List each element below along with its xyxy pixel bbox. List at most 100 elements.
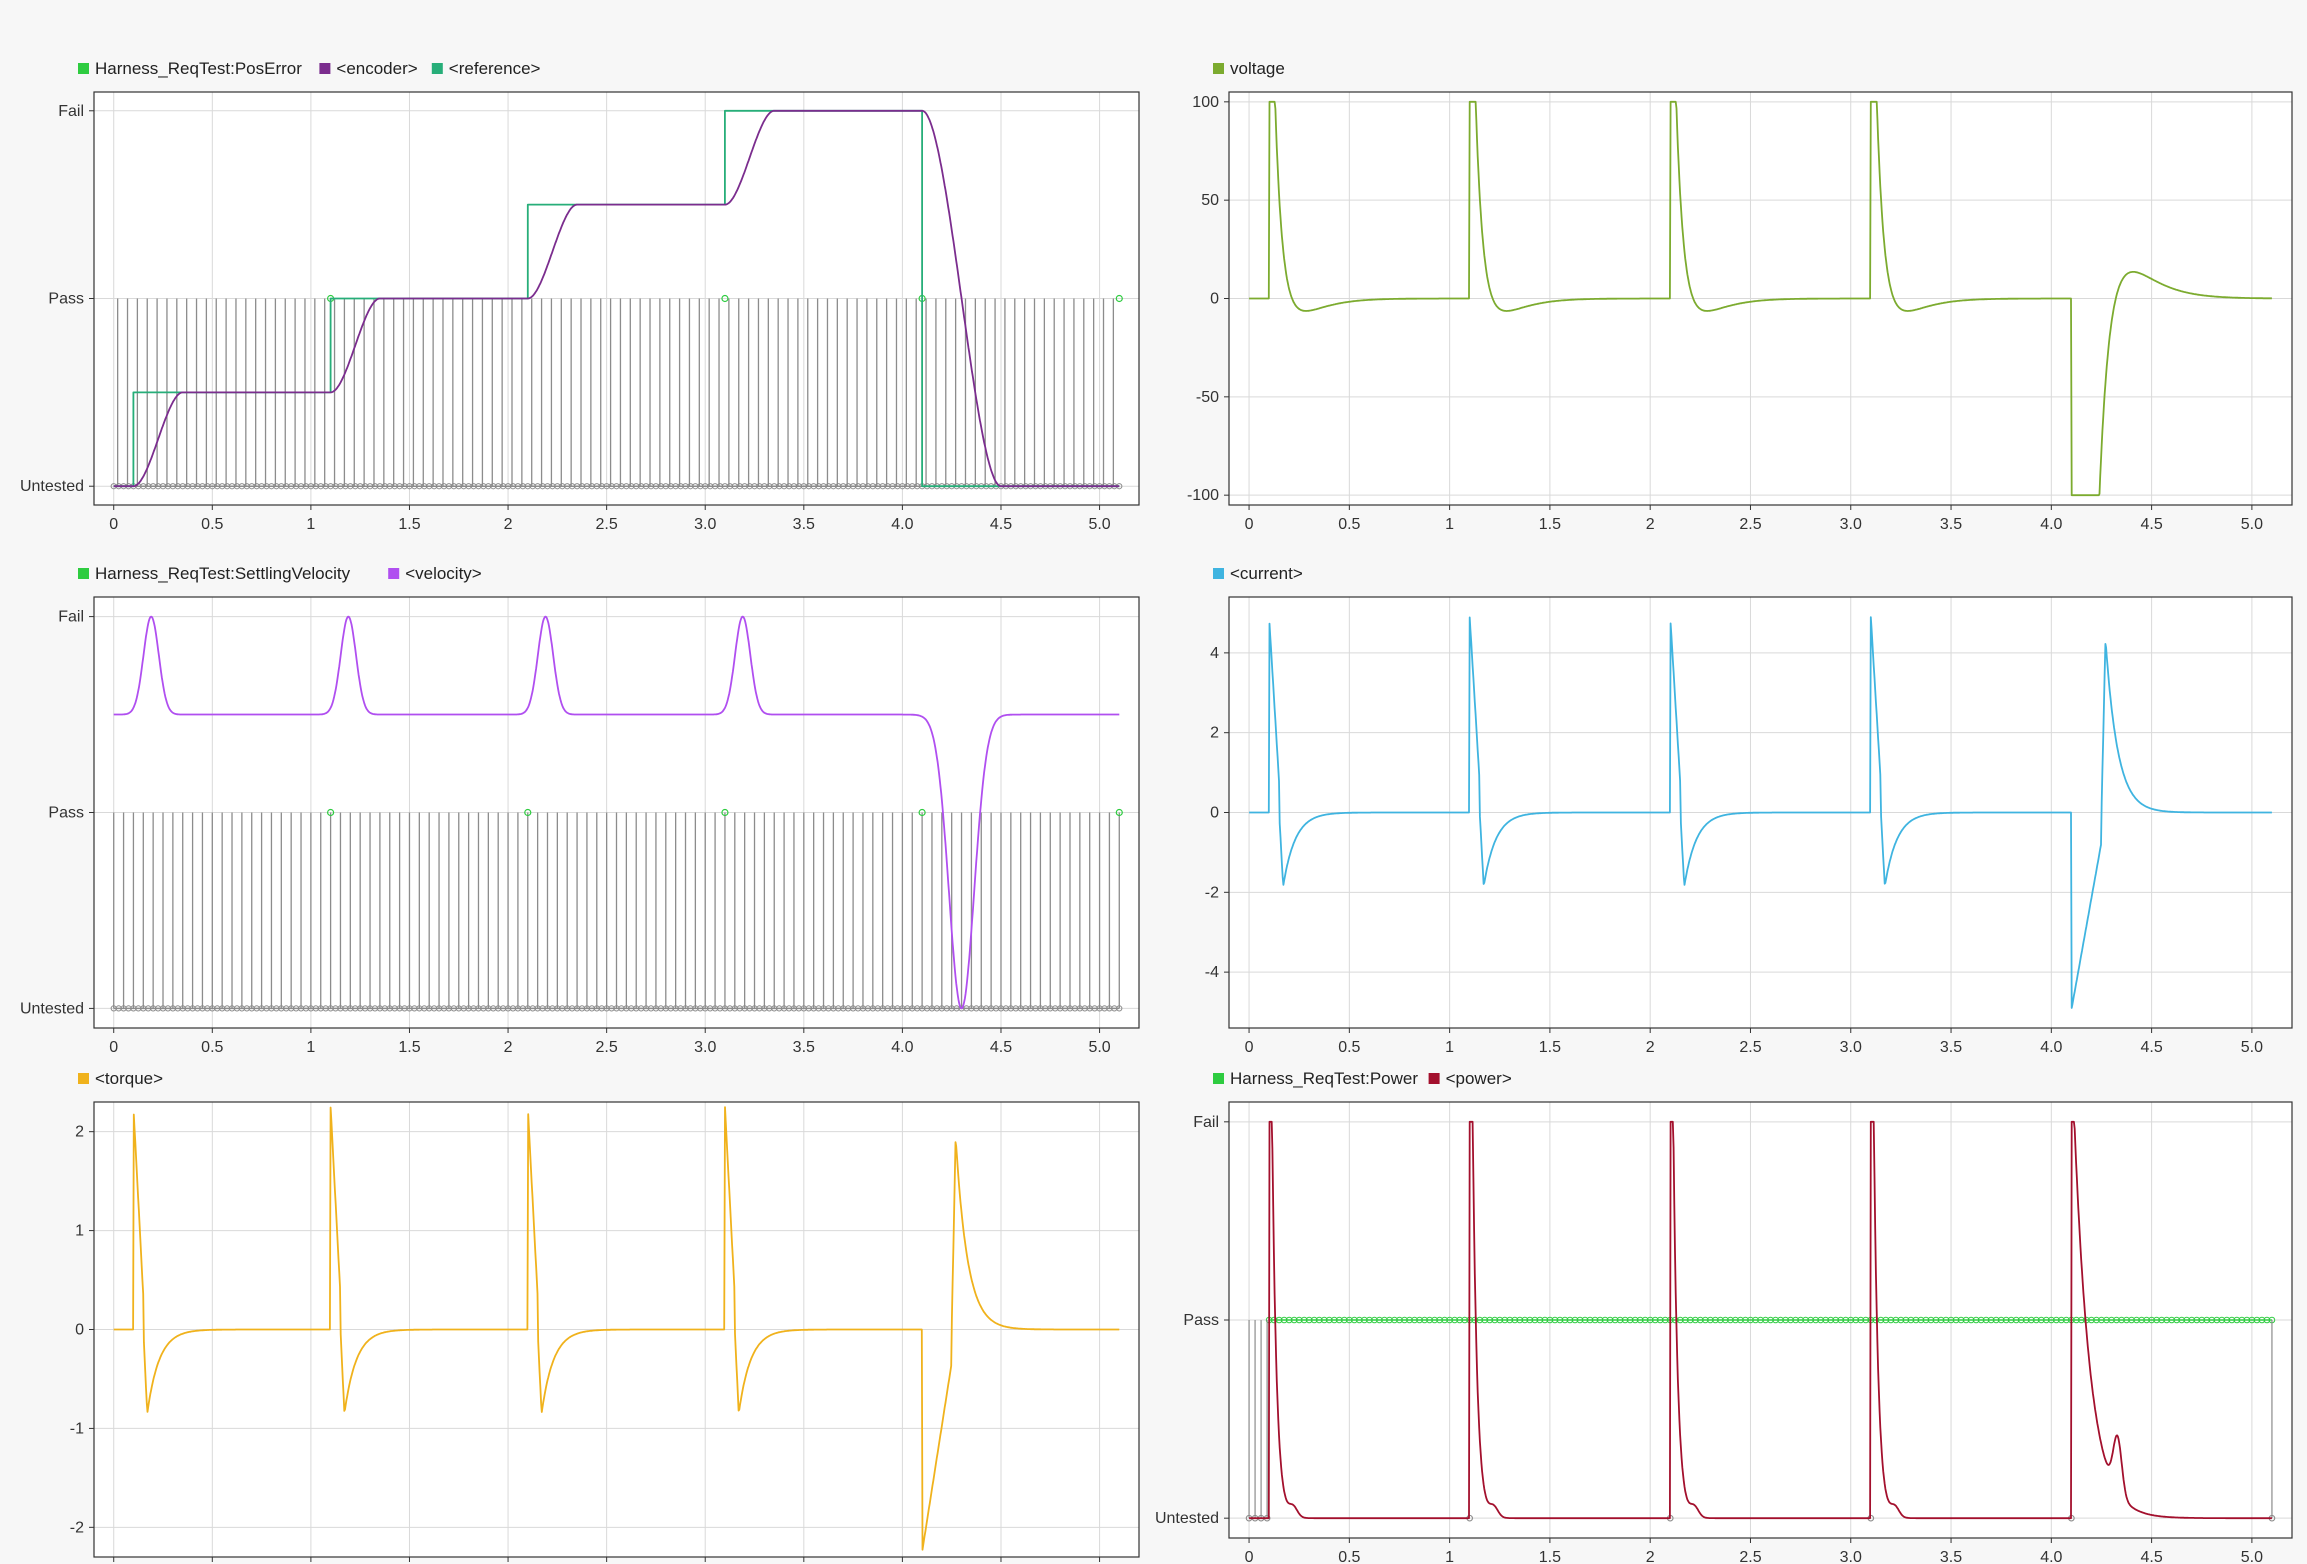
pass-marker xyxy=(2053,1316,2060,1324)
series-line xyxy=(113,1106,1120,1551)
legend-swatch xyxy=(78,1073,89,1084)
pass-marker xyxy=(1115,808,1123,817)
pass-marker xyxy=(2213,1316,2221,1324)
pass-marker xyxy=(2203,1316,2211,1324)
y-tick-label: 100 xyxy=(1192,94,1219,111)
legend-entry: voltage xyxy=(1230,59,1285,78)
pass-marker xyxy=(2173,1316,2180,1324)
legend-entry: <current> xyxy=(1230,564,1303,583)
x-tick-label: 3.0 xyxy=(1840,1039,1862,1056)
pass-marker xyxy=(1621,1316,1629,1324)
x-tick-label: 4.0 xyxy=(2040,1039,2062,1056)
pass-marker xyxy=(1416,1316,1423,1324)
pass-marker xyxy=(1541,1316,1549,1324)
y-tick-label: Untested xyxy=(1155,1510,1219,1527)
x-tick-label: 0 xyxy=(1245,1549,1254,1564)
pass-marker xyxy=(1456,1316,1463,1324)
pass-marker xyxy=(1992,1316,2000,1324)
pass-marker xyxy=(1361,1316,1368,1324)
y-tick-label: -1 xyxy=(70,1420,84,1437)
pass-marker xyxy=(1852,1316,1860,1324)
pass-marker xyxy=(1727,1316,1734,1324)
x-tick-label: 4.0 xyxy=(2040,1549,2062,1564)
x-tick-label: 0 xyxy=(1245,1039,1254,1056)
x-tick-label: 1.5 xyxy=(398,1039,420,1056)
pass-marker xyxy=(1656,1316,1664,1324)
pass-marker xyxy=(1712,1316,1719,1324)
pass-marker xyxy=(1827,1316,1834,1324)
x-tick-label: 0.5 xyxy=(1338,1549,1360,1564)
y-tick-label: 50 xyxy=(1201,192,1219,209)
pass-marker xyxy=(1481,1316,1489,1324)
pass-marker xyxy=(1295,1316,1303,1324)
pass-marker xyxy=(2002,1316,2010,1324)
pass-marker xyxy=(1967,1316,1975,1324)
pass-marker xyxy=(1115,294,1123,303)
pass-marker xyxy=(1581,1316,1589,1324)
y-tick-label: -50 xyxy=(1196,389,1219,406)
x-tick-label: 3.0 xyxy=(694,516,716,533)
pass-marker xyxy=(1897,1316,1905,1324)
pass-marker xyxy=(1546,1316,1554,1324)
series-line xyxy=(113,109,1120,488)
pass-marker xyxy=(2208,1316,2216,1324)
pass-marker xyxy=(1832,1316,1840,1324)
pass-marker xyxy=(1371,1316,1378,1324)
x-tick-label: 1.5 xyxy=(1539,516,1561,533)
pass-marker xyxy=(2108,1316,2115,1324)
x-tick-label: 5.0 xyxy=(1088,1039,1110,1056)
pass-marker xyxy=(1877,1316,1885,1324)
pass-marker xyxy=(1320,1316,1328,1324)
chart-panel-velocity: Harness_ReqTest:SettlingVelocity <velocit… xyxy=(20,564,1140,1056)
pass-marker xyxy=(1837,1316,1845,1324)
pass-marker xyxy=(1551,1316,1559,1324)
pass-marker xyxy=(2168,1316,2175,1324)
x-tick-label: 2.5 xyxy=(1739,1039,1761,1056)
pass-marker xyxy=(1611,1316,1619,1324)
pass-marker xyxy=(1932,1316,1940,1324)
legend-entry: Harness_ReqTest:PosError xyxy=(95,59,302,78)
legend-entry: <torque> xyxy=(95,1069,163,1088)
pass-marker xyxy=(1451,1316,1458,1324)
pass-marker xyxy=(1671,1316,1679,1324)
x-tick-label: 0 xyxy=(109,516,118,533)
pass-marker xyxy=(327,808,335,817)
pass-marker xyxy=(2088,1316,2095,1324)
pass-marker xyxy=(1516,1316,1524,1324)
untested-marker xyxy=(1116,1005,1123,1012)
pass-marker xyxy=(1757,1316,1764,1324)
series-line xyxy=(113,109,1120,488)
pass-marker xyxy=(1872,1316,1880,1324)
x-tick-label: 3.5 xyxy=(793,1039,815,1056)
legend-entry: Harness_ReqTest:Power xyxy=(1230,1069,1418,1088)
pass-marker xyxy=(1842,1316,1850,1324)
pass-marker xyxy=(1341,1316,1348,1324)
pass-marker xyxy=(1937,1316,1945,1324)
legend-swatch xyxy=(1213,63,1224,74)
x-tick-label: 3.5 xyxy=(1940,516,1962,533)
x-tick-label: 4.5 xyxy=(2140,1549,2162,1564)
pass-marker xyxy=(2143,1316,2150,1324)
pass-marker xyxy=(1687,1316,1694,1324)
pass-marker xyxy=(1406,1316,1413,1324)
y-tick-label: 4 xyxy=(1210,645,1219,662)
chart-panel-current: <current> 0 0.5 1 1.5 2 2.5 3.0 3.5 4.0 4.5 5.0 -4 -2… xyxy=(1205,564,2293,1056)
pass-marker xyxy=(1812,1316,1819,1324)
x-tick-label: 5.0 xyxy=(2241,1549,2263,1564)
pass-marker xyxy=(2148,1316,2155,1324)
series-line xyxy=(1248,100,2273,497)
x-tick-label: 4.5 xyxy=(2140,516,2162,533)
pass-marker xyxy=(1426,1316,1433,1324)
pass-marker xyxy=(1641,1316,1649,1324)
x-tick-label: 4.5 xyxy=(2140,1039,2162,1056)
pass-marker xyxy=(1787,1316,1794,1324)
chart-panel-power: Harness_ReqTest:Power <power> 0 0.5 1 1.5 2 2.5… xyxy=(1155,1069,2293,1564)
x-tick-label: 5.0 xyxy=(2241,516,2263,533)
pass-marker xyxy=(2073,1316,2080,1324)
legend-swatch xyxy=(431,63,443,74)
pass-marker xyxy=(2078,1316,2085,1324)
x-tick-label: 1 xyxy=(306,1039,315,1056)
chart-panel-torque: <torque>00.511.522.53.03.54.04.55.0-2-10… xyxy=(70,1069,1140,1562)
pass-marker xyxy=(1847,1316,1855,1324)
